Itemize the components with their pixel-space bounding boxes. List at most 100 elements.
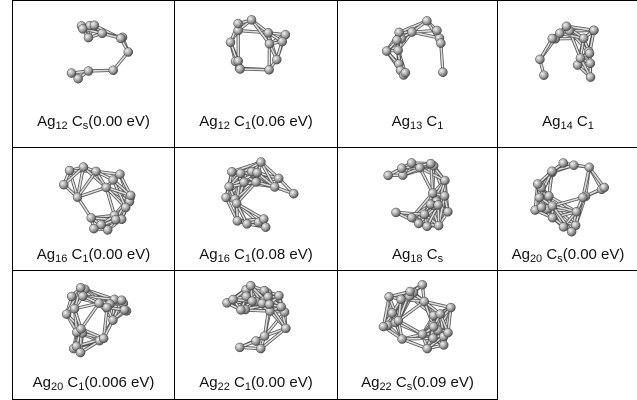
atom [391, 207, 401, 218]
symmetry-sub: s [437, 253, 444, 265]
atom [232, 216, 243, 226]
atom-count: 22 [379, 381, 392, 393]
symmetry: C [71, 113, 83, 130]
atom [585, 58, 596, 69]
atom [422, 343, 433, 354]
structure-label: Ag22 Cs(0.09 eV) [338, 374, 497, 393]
atom [281, 323, 291, 334]
atom [98, 333, 109, 344]
symmetry-sub: 1 [244, 253, 252, 265]
structure-label: Ag16 C1(0.00 eV) [13, 246, 174, 265]
element: Ag [511, 246, 530, 263]
atom [75, 347, 86, 358]
bond-highlight [112, 179, 127, 208]
symmetry: C [546, 246, 558, 263]
atom [438, 340, 449, 350]
atom [407, 27, 417, 37]
atom [233, 56, 243, 66]
relative-energy: (0.00 eV) [88, 246, 151, 263]
relative-energy: (0.00 eV) [562, 246, 625, 263]
bond-highlight [419, 167, 434, 194]
symmetry-sub: s [557, 253, 563, 265]
atom [544, 191, 554, 201]
symmetry-sub: 1 [587, 120, 594, 132]
atom [83, 66, 94, 76]
atom [259, 214, 269, 224]
atom [66, 291, 77, 302]
atom [116, 33, 126, 44]
atom [235, 168, 246, 179]
atom [406, 158, 417, 168]
symmetry: C [234, 113, 245, 130]
atom [419, 296, 429, 307]
bond-highlight [552, 196, 584, 207]
atom [435, 309, 445, 319]
atom [272, 54, 282, 65]
atom [547, 33, 558, 44]
atom [569, 160, 579, 170]
atom [116, 295, 127, 306]
atom [225, 37, 236, 48]
relative-energy: (0.06 eV) [251, 113, 313, 130]
element: Ag [36, 246, 56, 263]
element: Ag [361, 374, 380, 391]
element: Ag [391, 113, 410, 130]
atom [396, 294, 406, 305]
atom-count: 18 [410, 253, 423, 265]
atom [78, 291, 88, 301]
atom [263, 28, 274, 38]
bond-highlight [240, 68, 270, 71]
atom [108, 65, 119, 76]
atom [277, 36, 288, 47]
bond-highlight [263, 311, 286, 337]
atom [89, 223, 99, 234]
atom [72, 192, 83, 202]
atom [251, 177, 261, 187]
atom [83, 32, 94, 43]
atom [259, 331, 270, 341]
element: Ag [391, 246, 411, 263]
bond-highlight [77, 186, 107, 198]
structure-label: Ag12 C1(0.06 eV) [175, 113, 337, 132]
atom [260, 222, 271, 232]
atom [428, 322, 439, 332]
atom [555, 28, 565, 38]
bond-highlight [397, 300, 425, 322]
atom [432, 25, 442, 36]
atom [120, 202, 131, 213]
atom [446, 302, 456, 313]
symmetry: C [67, 374, 79, 391]
atom [86, 213, 96, 223]
atom [61, 309, 72, 319]
atom [392, 35, 402, 45]
bond-highlight [76, 170, 97, 198]
atom [393, 45, 403, 56]
atom [547, 166, 557, 176]
atom [276, 301, 286, 312]
atom [419, 209, 430, 220]
atom [571, 206, 582, 217]
symmetry: C [71, 246, 83, 263]
atom [534, 192, 545, 203]
atom [584, 48, 595, 59]
atom [94, 298, 104, 308]
atom [221, 192, 231, 203]
symmetry: C [426, 246, 438, 263]
atom-count: 16 [217, 253, 230, 265]
atom [558, 222, 569, 232]
atom [589, 25, 599, 36]
atom [102, 302, 112, 313]
atom [69, 303, 80, 314]
atom [397, 163, 407, 173]
structure-label: Ag13 C1 [338, 113, 497, 132]
atom [242, 219, 252, 229]
bond-highlight [236, 202, 265, 220]
atom [108, 175, 118, 185]
bond-highlight [238, 29, 269, 34]
structure-label: Ag12 Cs(0.00 eV) [13, 113, 174, 132]
element: Ag [199, 374, 218, 391]
symmetry: C [395, 374, 407, 391]
atom [246, 15, 257, 25]
symmetry-sub: s [82, 120, 89, 132]
atom [547, 213, 558, 223]
